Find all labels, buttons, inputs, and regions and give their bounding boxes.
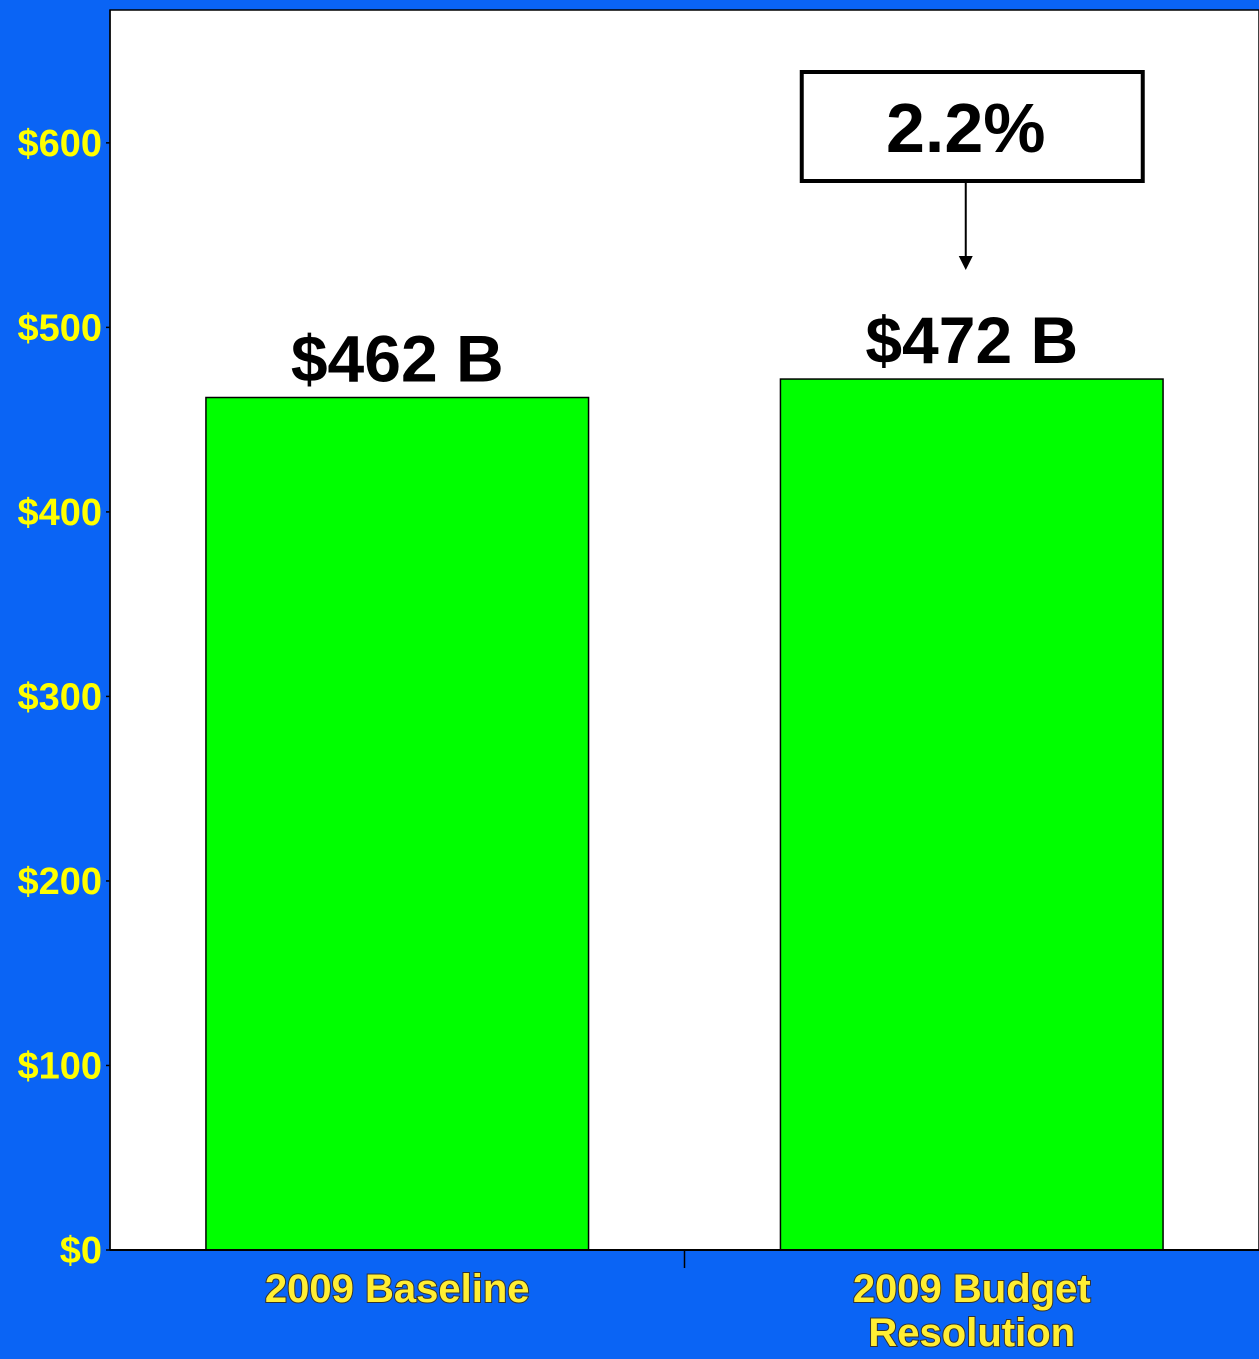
y-tick-label: $300 bbox=[17, 676, 102, 718]
x-tick-label: 2009 Baseline bbox=[265, 1267, 530, 1311]
arrow-head bbox=[958, 256, 973, 270]
annotation-box bbox=[799, 70, 1145, 183]
y-tick-label: $100 bbox=[17, 1045, 102, 1087]
value-label: $472 B bbox=[865, 303, 1078, 377]
bar bbox=[205, 396, 590, 1251]
y-tick-label: $500 bbox=[17, 307, 102, 349]
bar bbox=[779, 378, 1164, 1251]
value-label: $462 B bbox=[291, 322, 504, 396]
annotation: 2.2% bbox=[886, 89, 1046, 167]
y-tick-label: $0 bbox=[60, 1230, 102, 1272]
y-tick-label: $200 bbox=[17, 861, 102, 903]
y-tick-label: $600 bbox=[17, 123, 102, 165]
x-tick-label: 2009 Budget Resolution bbox=[853, 1267, 1091, 1355]
y-tick-label: $400 bbox=[17, 492, 102, 534]
